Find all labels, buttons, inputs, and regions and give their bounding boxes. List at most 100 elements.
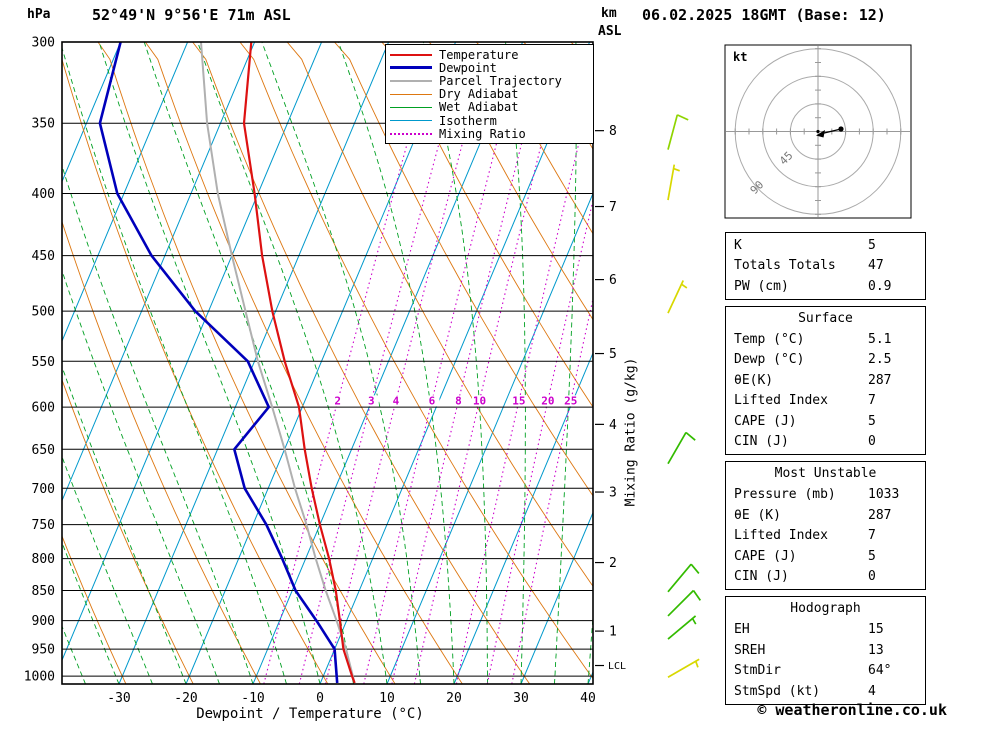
mixing-ratio-lines <box>263 67 593 684</box>
legend-line-sample <box>390 106 432 108</box>
legend-item: Isotherm <box>390 114 593 127</box>
legend-label: Isotherm <box>439 113 497 128</box>
svg-text:20: 20 <box>446 691 462 706</box>
svg-text:2: 2 <box>334 394 341 407</box>
svg-text:6: 6 <box>429 394 436 407</box>
asl-axis-unit-label: ASL <box>598 24 622 39</box>
table-section: Surface Temp (°C) 5.1 Dewp (°C) 2.5 θE(K) 287 L… <box>725 305 926 455</box>
svg-text:400: 400 <box>32 187 55 202</box>
credit-footer: © weatheronline.co.uk <box>757 701 947 719</box>
table-row: StmSpd (kt) 4 <box>726 681 925 702</box>
table-row-value: 287 <box>868 372 892 388</box>
legend-line-sample <box>390 120 432 122</box>
svg-text:6: 6 <box>609 273 617 288</box>
table-row-label: StmDir <box>734 663 781 679</box>
datetime-title: 06.02.2025 18GMT (Base: 12) <box>642 6 886 24</box>
table-row: StmDir 64° <box>726 661 925 682</box>
table-row: EH 15 <box>726 620 925 641</box>
legend-line-sample <box>390 53 432 56</box>
table-row-value: 287 <box>868 507 892 523</box>
svg-text:-20: -20 <box>174 691 197 706</box>
pressure-axis-labels: 300 350 400 450 500 550 600 650 700 750 800 850 900 9… <box>24 36 55 685</box>
table-row-label: θE(K) <box>734 372 774 388</box>
svg-text:15: 15 <box>512 394 525 407</box>
table-row-label: Temp (°C) <box>734 331 805 347</box>
legend-item: Dewpoint <box>390 61 593 74</box>
svg-text:5: 5 <box>609 347 617 362</box>
table-row-value: 5 <box>868 237 876 253</box>
svg-text:3: 3 <box>368 394 375 407</box>
svg-text:1000: 1000 <box>24 670 55 685</box>
svg-text:25: 25 <box>564 394 577 407</box>
dry-adiabat-lines <box>62 42 593 684</box>
svg-text:600: 600 <box>32 401 55 416</box>
legend-label: Temperature <box>439 47 519 62</box>
table-row: CIN (J) 0 <box>726 432 925 453</box>
legend-label: Mixing Ratio <box>439 126 526 141</box>
plot-border <box>61 41 594 685</box>
table-section: Hodograph EH 15 SREH 13 StmDir 64° StmSpd (kt) 4 <box>725 596 926 705</box>
station-title: 52°49'N 9°56'E 71m ASL <box>92 6 291 24</box>
table-section: Most Unstable Pressure (mb) 1033 θE (K) 287 L… <box>725 461 926 590</box>
table-row-value: 7 <box>868 528 876 544</box>
table-row: Totals Totals 47 <box>726 256 925 277</box>
svg-text:10: 10 <box>379 691 395 706</box>
table-row-label: Lifted Index <box>734 528 828 544</box>
wet-adiabat-lines <box>62 42 593 684</box>
parcel-trajectory-curve <box>200 42 356 684</box>
table-row: Temp (°C) 5.1 <box>726 329 925 350</box>
legend-item: Parcel Trajectory <box>390 74 593 87</box>
svg-text:4: 4 <box>609 418 617 433</box>
table-row-label: K <box>734 237 742 253</box>
table-row-value: 47 <box>868 258 884 274</box>
table-row-label: Totals Totals <box>734 258 836 274</box>
svg-text:LCL: LCL <box>608 661 626 672</box>
svg-text:450: 450 <box>32 249 55 264</box>
svg-text:350: 350 <box>32 117 55 132</box>
table-row: θE (K) 287 <box>726 505 925 526</box>
table-row-label: StmSpd (kt) <box>734 683 821 699</box>
table-row-value: 2.5 <box>868 352 892 368</box>
temperature-axis-label: Dewpoint / Temperature (°C) <box>196 706 424 722</box>
table-row-label: CAPE (J) <box>734 548 797 564</box>
svg-text:950: 950 <box>32 643 55 658</box>
legend-label: Dewpoint <box>439 60 497 75</box>
km-axis-unit-label: km <box>601 6 617 21</box>
table-row: CIN (J) 0 <box>726 567 925 588</box>
legend-line-sample <box>390 79 432 82</box>
table-row-value: 4 <box>868 683 876 699</box>
table-row-label: CIN (J) <box>734 569 789 585</box>
table-row: CAPE (J) 5 <box>726 546 925 567</box>
svg-text:-10: -10 <box>241 691 264 706</box>
svg-text:800: 800 <box>32 552 55 567</box>
table-section-title: Hodograph <box>790 601 861 616</box>
table-row: Pressure (mb) 1033 <box>726 485 925 506</box>
mixing-ratio-labels: 2 3 4 6 8 10 15 20 25 <box>330 394 579 407</box>
svg-text:750: 750 <box>32 518 55 533</box>
svg-text:700: 700 <box>32 482 55 497</box>
pressure-unit-label: hPa <box>27 7 51 22</box>
table-row-value: 13 <box>868 642 884 658</box>
table-row: CAPE (J) 5 <box>726 411 925 432</box>
table-row-label: Pressure (mb) <box>734 487 836 503</box>
legend-label: Wet Adiabat <box>439 100 519 115</box>
table-row: Lifted Index 7 <box>726 391 925 412</box>
svg-text:7: 7 <box>609 200 617 215</box>
table-row: θE(K) 287 <box>726 370 925 391</box>
table-row-label: CIN (J) <box>734 434 789 450</box>
table-row: SREH 13 <box>726 640 925 661</box>
table-row-value: 5 <box>868 548 876 564</box>
table-row: Lifted Index 7 <box>726 526 925 547</box>
isotherm-lines <box>62 42 593 684</box>
table-row-value: 7 <box>868 393 876 409</box>
legend-line-sample <box>390 93 432 95</box>
table-row-label: SREH <box>734 642 766 658</box>
table-row-value: 15 <box>868 622 884 638</box>
legend: Temperature Dewpoint Parcel Trajectory Dry … <box>385 44 594 145</box>
legend-item: Dry Adiabat <box>390 88 593 101</box>
table-section-title: Most Unstable <box>774 466 877 481</box>
temperature-axis-labels: -30 -20 -10 0 10 20 30 40 <box>107 691 596 706</box>
legend-line-sample <box>390 132 432 135</box>
